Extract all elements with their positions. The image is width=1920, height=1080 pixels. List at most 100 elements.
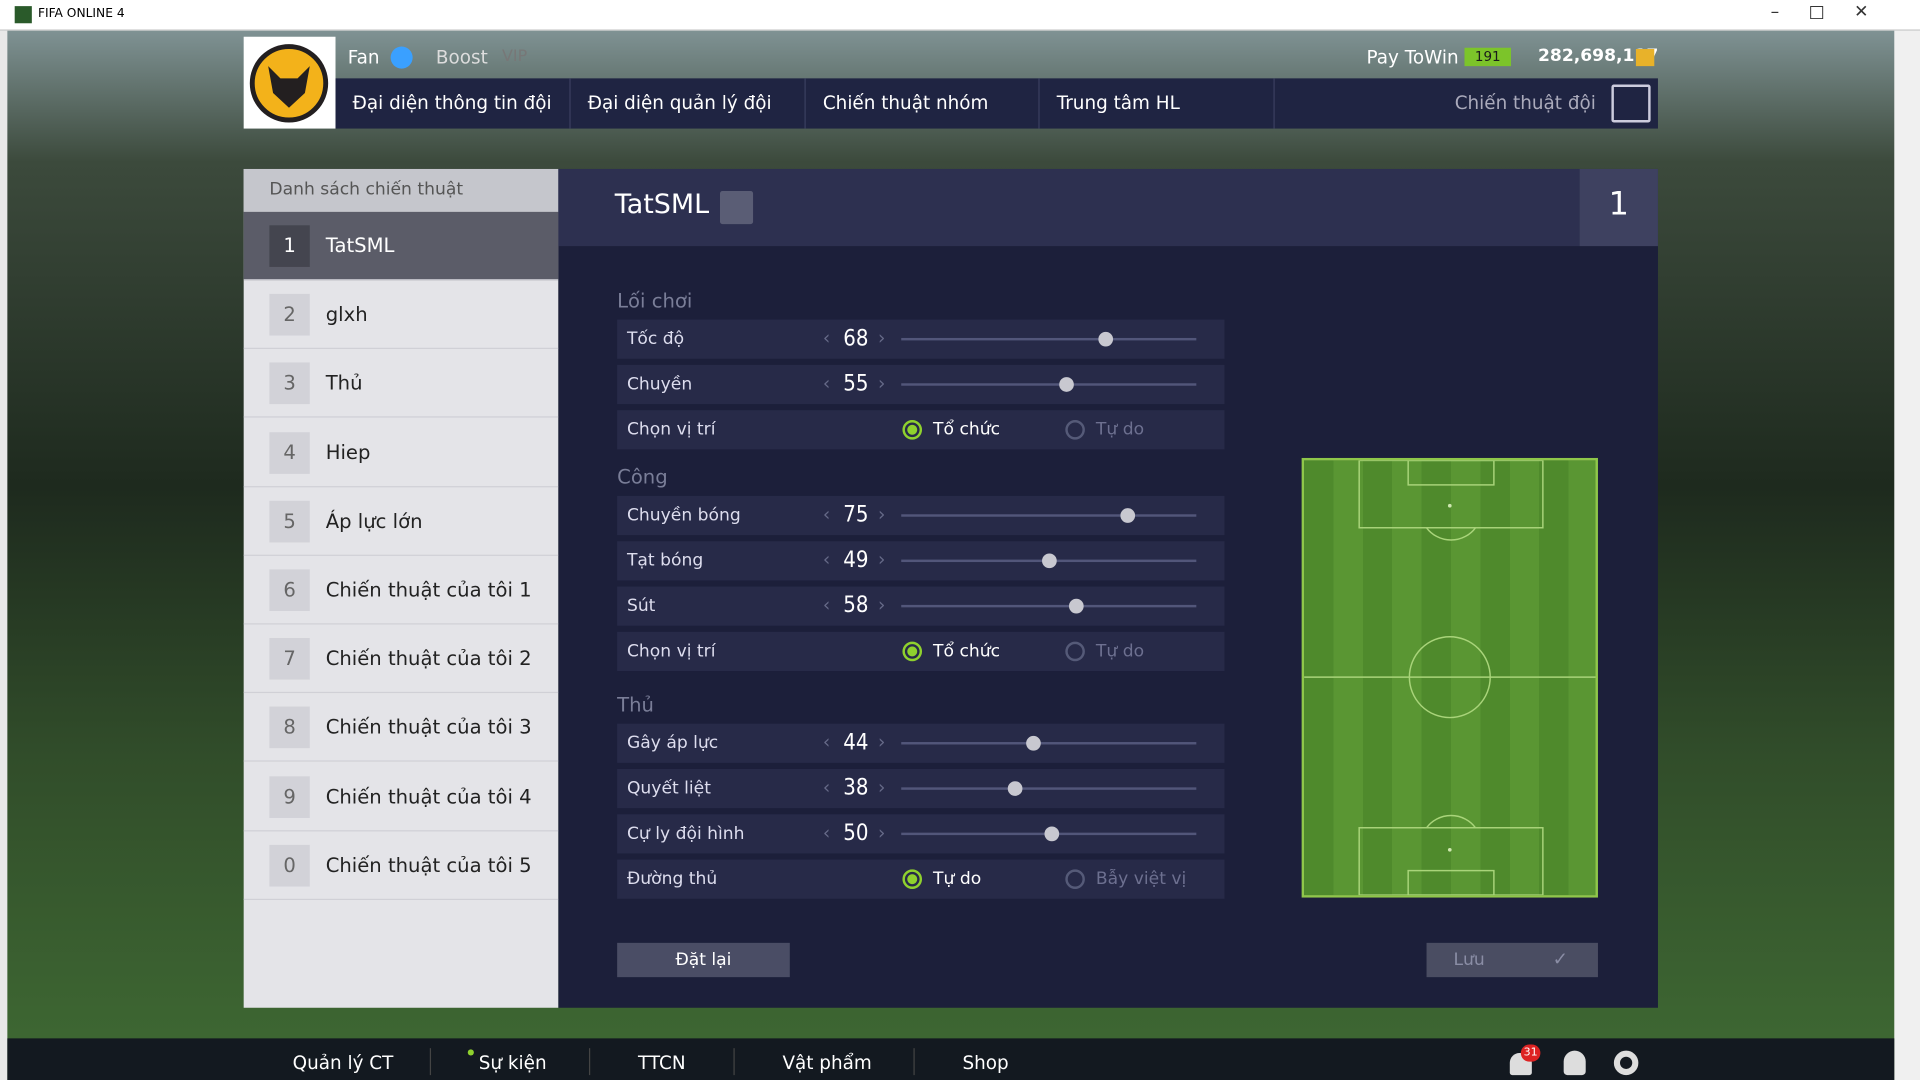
setting-label: Quyết liệt: [626, 778, 711, 799]
slider-track: [901, 742, 1197, 745]
setting-value: 44: [843, 729, 869, 756]
radio-label: Bẫy việt vị: [1095, 869, 1187, 889]
bottom-separator: [733, 1048, 735, 1076]
radio[interactable]: [1065, 641, 1085, 662]
window-controls[interactable]: –□✕: [1770, 2, 1898, 23]
fan-label: Fan: [347, 46, 380, 69]
radio-label: Tự do: [1095, 420, 1145, 440]
arrow-right[interactable]: ›: [877, 372, 886, 395]
setting-label: Gây áp lực: [626, 733, 719, 754]
settings-icon[interactable]: [1613, 1050, 1639, 1076]
tactic-name: Chiến thuật của tôi 5: [325, 853, 532, 877]
tactic-name: Chiến thuật của tôi 1: [325, 577, 532, 602]
tactic-item[interactable]: [243, 349, 559, 419]
slider-knob[interactable]: [1026, 735, 1042, 751]
arrow-right[interactable]: ›: [877, 593, 886, 616]
tactic-item[interactable]: [243, 831, 559, 900]
tactic-item[interactable]: [243, 556, 559, 625]
profile-icon[interactable]: [1563, 1050, 1586, 1076]
nav-tab[interactable]: Đại diện quản lý đội: [571, 78, 806, 129]
nav-tab[interactable]: Chiến thuật nhóm: [806, 78, 1040, 129]
nav-tab[interactable]: Đại diện thông tin đội: [336, 78, 571, 129]
slot-box: [1579, 168, 1658, 247]
arrow-left[interactable]: ‹: [822, 821, 831, 844]
tactic-number: 0: [269, 844, 310, 887]
arrow-left[interactable]: ‹: [822, 548, 831, 571]
coins: 282,698,117: [1537, 46, 1659, 67]
save-button[interactable]: Lưu: [1426, 942, 1598, 978]
arrow-right[interactable]: ›: [877, 548, 886, 571]
edit-button[interactable]: [720, 191, 754, 225]
radio-label: Tổ chức: [933, 420, 1001, 440]
tactic-number: 4: [269, 431, 310, 474]
tactic-name: Chiến thuật của tôi 2: [325, 646, 532, 671]
exit-button[interactable]: [1611, 84, 1651, 123]
club-logo: [243, 36, 336, 129]
tactic-item[interactable]: [243, 625, 559, 694]
pitch-lines: [1304, 460, 1596, 896]
setting-value: 58: [843, 592, 869, 619]
arrow-right[interactable]: ›: [877, 776, 886, 799]
slider-track: [901, 787, 1197, 790]
tactic-name: Thủ: [325, 371, 363, 395]
event-dot: [467, 1049, 474, 1056]
slider-knob[interactable]: [1068, 598, 1084, 614]
slider-knob[interactable]: [1059, 377, 1075, 392]
nav-active-tab[interactable]: Chiến thuật đội: [1454, 91, 1596, 114]
arrow-left[interactable]: ‹: [822, 372, 831, 395]
slider-track: [901, 604, 1197, 608]
reset-button[interactable]: Đặt lại: [617, 942, 790, 978]
setting-value: 68: [843, 325, 869, 352]
radio[interactable]: [1065, 869, 1085, 889]
slider-knob[interactable]: [1119, 508, 1135, 523]
radio-label: Tự do: [933, 869, 982, 889]
bottom-menu-item[interactable]: TTCN: [637, 1051, 686, 1074]
radio[interactable]: [902, 420, 923, 440]
tactic-number: 1: [269, 225, 310, 267]
slider-track: [901, 383, 1197, 386]
tactic-number: 3: [269, 362, 310, 405]
slider-knob[interactable]: [1098, 331, 1114, 347]
radio[interactable]: [902, 641, 923, 662]
bottom-separator: [913, 1048, 915, 1076]
arrow-right[interactable]: ›: [877, 503, 886, 526]
panel-header: [558, 168, 1580, 247]
slider-knob[interactable]: [1044, 826, 1060, 842]
radio[interactable]: [902, 869, 923, 889]
slider-knob[interactable]: [1008, 781, 1024, 796]
tactic-number: 2: [269, 294, 310, 336]
tactic-item[interactable]: [243, 487, 559, 556]
window-title: FIFA ONLINE 4: [37, 7, 125, 21]
scrollbar[interactable]: [1894, 30, 1920, 1080]
tactic-item[interactable]: [243, 281, 559, 350]
bottom-menu-item[interactable]: Sự kiện: [478, 1051, 547, 1074]
bottom-menu-item[interactable]: Shop: [962, 1051, 1009, 1074]
boost-label[interactable]: Boost: [435, 46, 488, 69]
arrow-left[interactable]: ‹: [822, 776, 831, 799]
section-title: Công: [617, 465, 668, 489]
bottom-menu-item[interactable]: Vật phẩm: [782, 1051, 872, 1074]
arrow-left[interactable]: ‹: [822, 503, 831, 526]
radio[interactable]: [1065, 420, 1085, 440]
nav-tab[interactable]: Trung tâm HL: [1040, 78, 1275, 129]
player-name: Pay ToWin: [1366, 46, 1459, 69]
setting-value: 50: [843, 820, 869, 847]
setting-value: 49: [843, 547, 869, 574]
tactic-item[interactable]: [243, 694, 559, 763]
setting-label: Tốc độ: [626, 329, 685, 349]
arrow-right[interactable]: ›: [877, 326, 886, 349]
arrow-left[interactable]: ‹: [822, 731, 831, 754]
arrow-right[interactable]: ›: [877, 821, 886, 844]
arrow-left[interactable]: ‹: [822, 593, 831, 616]
tactic-name: glxh: [325, 302, 368, 326]
tactic-item[interactable]: [243, 762, 559, 831]
slider-knob[interactable]: [1041, 553, 1057, 569]
bottom-bar: [7, 1038, 1895, 1080]
tactic-number: 9: [269, 775, 310, 818]
arrow-left[interactable]: ‹: [822, 326, 831, 349]
bottom-menu-item[interactable]: Quản lý CT: [292, 1051, 394, 1074]
nav-bar: [335, 78, 1658, 129]
arrow-right[interactable]: ›: [877, 731, 886, 754]
tactic-item[interactable]: [243, 418, 559, 487]
save-check: ✓: [1552, 947, 1569, 970]
